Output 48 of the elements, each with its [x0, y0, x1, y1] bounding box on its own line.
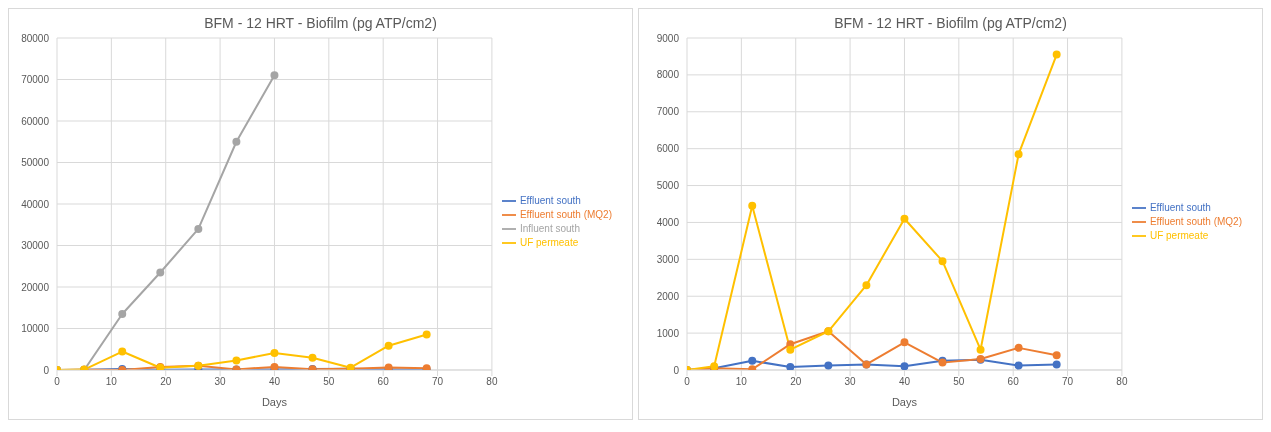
y-tick-label: 20000: [21, 281, 50, 293]
y-tick-label: 9000: [656, 32, 680, 44]
legend-label: UF permeate: [519, 236, 579, 248]
x-tick-label: 10: [735, 376, 748, 388]
x-axis-title: Days: [261, 396, 288, 408]
x-tick-label: 30: [214, 376, 227, 388]
chart-title: BFM - 12 HRT - Biofilm (pg ATP/cm2): [203, 14, 438, 33]
y-tick-label: 5000: [656, 180, 680, 192]
x-tick-label: 0: [54, 376, 61, 388]
y-tick-label: 50000: [21, 157, 50, 169]
x-tick-label: 60: [377, 376, 390, 388]
legend-label: Effluent south (MQ2): [1149, 215, 1242, 227]
x-tick-label: 60: [1007, 376, 1020, 388]
y-tick-label: 6000: [656, 143, 680, 155]
legend-label: Effluent south: [1149, 201, 1211, 213]
x-tick-label: 20: [160, 376, 172, 388]
y-tick-label: 40000: [21, 198, 50, 210]
x-tick-label: 70: [1061, 376, 1074, 388]
y-tick-label: 0: [43, 364, 50, 376]
legend-label: Effluent south: [519, 194, 581, 206]
x-tick-label: 40: [898, 376, 911, 388]
y-tick-label: 10000: [21, 323, 50, 335]
x-tick-label: 20: [790, 376, 802, 388]
legend-label: Influent south: [519, 222, 580, 234]
x-tick-label: 10: [105, 376, 118, 388]
x-tick-label: 70: [431, 376, 444, 388]
x-axis-title: Days: [891, 396, 918, 408]
y-tick-label: 1000: [656, 327, 680, 339]
y-tick-label: 3000: [656, 253, 680, 265]
y-tick-label: 70000: [21, 74, 50, 86]
x-tick-label: 50: [953, 376, 965, 388]
y-tick-label: 80000: [21, 32, 50, 44]
y-tick-label: 60000: [21, 115, 50, 127]
x-tick-label: 80: [486, 376, 498, 388]
y-tick-label: 8000: [656, 69, 680, 81]
y-tick-label: 7000: [656, 106, 680, 118]
x-tick-label: 0: [684, 376, 691, 388]
x-tick-label: 40: [268, 376, 281, 388]
y-tick-label: 4000: [656, 216, 680, 228]
legend-label: UF permeate: [1149, 229, 1209, 241]
y-tick-label: 30000: [21, 240, 50, 252]
x-tick-label: 50: [323, 376, 335, 388]
x-tick-label: 30: [844, 376, 857, 388]
x-tick-label: 80: [1116, 376, 1128, 388]
chart-title: BFM - 12 HRT - Biofilm (pg ATP/cm2): [833, 14, 1068, 33]
legend-label: Effluent south (MQ2): [519, 208, 612, 220]
y-tick-label: 0: [673, 364, 680, 376]
y-tick-label: 2000: [656, 290, 680, 302]
